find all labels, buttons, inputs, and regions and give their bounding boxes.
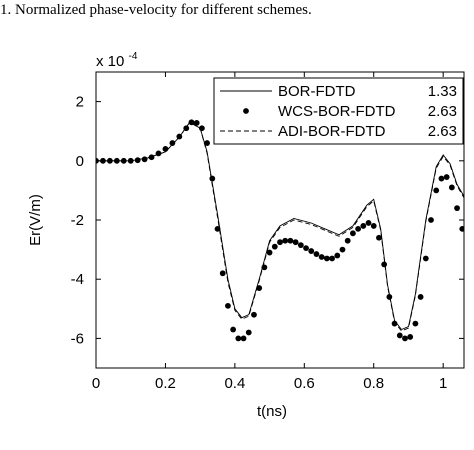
data-point (141, 156, 148, 163)
data-point (230, 326, 237, 333)
data-point (323, 255, 330, 262)
series-wcs-bor-fdtd (96, 119, 464, 342)
data-point (334, 252, 341, 259)
data-point (235, 335, 242, 342)
data-point (245, 329, 252, 336)
data-point (402, 335, 408, 342)
figure-caption: 1. Normalized phase-velocity for differe… (0, 2, 312, 18)
data-point (106, 157, 113, 164)
y-tick-label: -6 (71, 330, 84, 347)
data-point (448, 184, 455, 191)
data-point (162, 146, 169, 152)
legend-symbol (243, 108, 249, 114)
data-point (219, 270, 226, 277)
data-point (100, 157, 106, 164)
svg-text:x 10 -4: x 10 -4 (96, 51, 138, 70)
legend-label: ADI-BOR-FDTD (278, 123, 386, 140)
legend-label: BOR-FDTD (278, 83, 356, 100)
data-point (381, 261, 388, 268)
data-point (365, 220, 372, 226)
data-point (287, 237, 294, 244)
data-point (459, 225, 464, 232)
y-axis-multiplier: x 10 -4 (96, 51, 138, 70)
x-axis-label: t(ns) (257, 403, 287, 420)
data-point (148, 154, 155, 161)
data-point (318, 254, 325, 260)
data-point (355, 225, 362, 232)
data-point (396, 332, 403, 339)
data-point (282, 237, 289, 244)
data-point (344, 237, 351, 244)
data-point (454, 205, 460, 212)
data-point (339, 246, 346, 253)
data-point (277, 239, 283, 246)
y-multiplier-exponent: -4 (129, 51, 138, 62)
data-point (266, 249, 273, 256)
data-point (350, 230, 356, 237)
data-point (240, 335, 247, 342)
data-point (155, 150, 162, 157)
y-tick-label: -2 (71, 212, 84, 229)
data-point (417, 294, 424, 300)
data-point (209, 175, 216, 182)
legend-box (213, 77, 464, 145)
data-point (313, 251, 320, 257)
data-point (433, 187, 440, 194)
y-multiplier-base: x 10 (96, 53, 124, 70)
data-point (204, 140, 210, 146)
legend: BOR-FDTD 1.33 WCS-BOR-FDTD 2.63 ADI-BOR-FDTD… (213, 77, 464, 145)
axis-ticks: 0 0.2 0.4 0.6 0.8 1 2 0 -2 -4 -6 (71, 72, 464, 392)
data-point (443, 174, 450, 180)
data-point (412, 320, 419, 327)
data-point (225, 302, 231, 309)
x-tick-label: 0 (92, 375, 100, 392)
y-tick-label: 2 (76, 94, 84, 111)
x-tick-label: 1 (439, 375, 447, 392)
data-point (422, 255, 429, 262)
y-axis-label: Er(V/m) (27, 194, 44, 246)
legend-value: 2.63 (428, 123, 457, 140)
data-point (303, 245, 309, 252)
data-point (297, 242, 304, 249)
data-point (370, 223, 377, 229)
data-point (407, 334, 414, 340)
data-point (214, 225, 221, 232)
data-point (292, 239, 299, 246)
x-tick-label: 0.8 (363, 375, 384, 392)
legend-value: 2.63 (428, 103, 457, 120)
legend-label: WCS-BOR-FDTD (278, 103, 396, 120)
data-point (329, 255, 335, 262)
data-point (376, 234, 382, 241)
y-tick-label: 0 (76, 153, 84, 170)
data-point (438, 175, 445, 182)
legend-value: 1.33 (428, 83, 457, 100)
data-point (308, 248, 315, 254)
data-point (391, 320, 398, 327)
x-tick-label: 0.2 (155, 375, 176, 392)
data-point (428, 217, 434, 223)
data-point (193, 120, 200, 126)
data-point (271, 243, 278, 250)
data-point (169, 140, 176, 146)
data-point (251, 311, 257, 318)
x-tick-label: 0.6 (294, 375, 315, 392)
data-point (134, 157, 141, 164)
y-tick-label: -4 (71, 271, 84, 288)
x-tick-label: 0.4 (224, 375, 245, 392)
series-bor-fdtd-line (96, 121, 464, 331)
data-point (360, 223, 367, 229)
series-layer (96, 119, 464, 342)
